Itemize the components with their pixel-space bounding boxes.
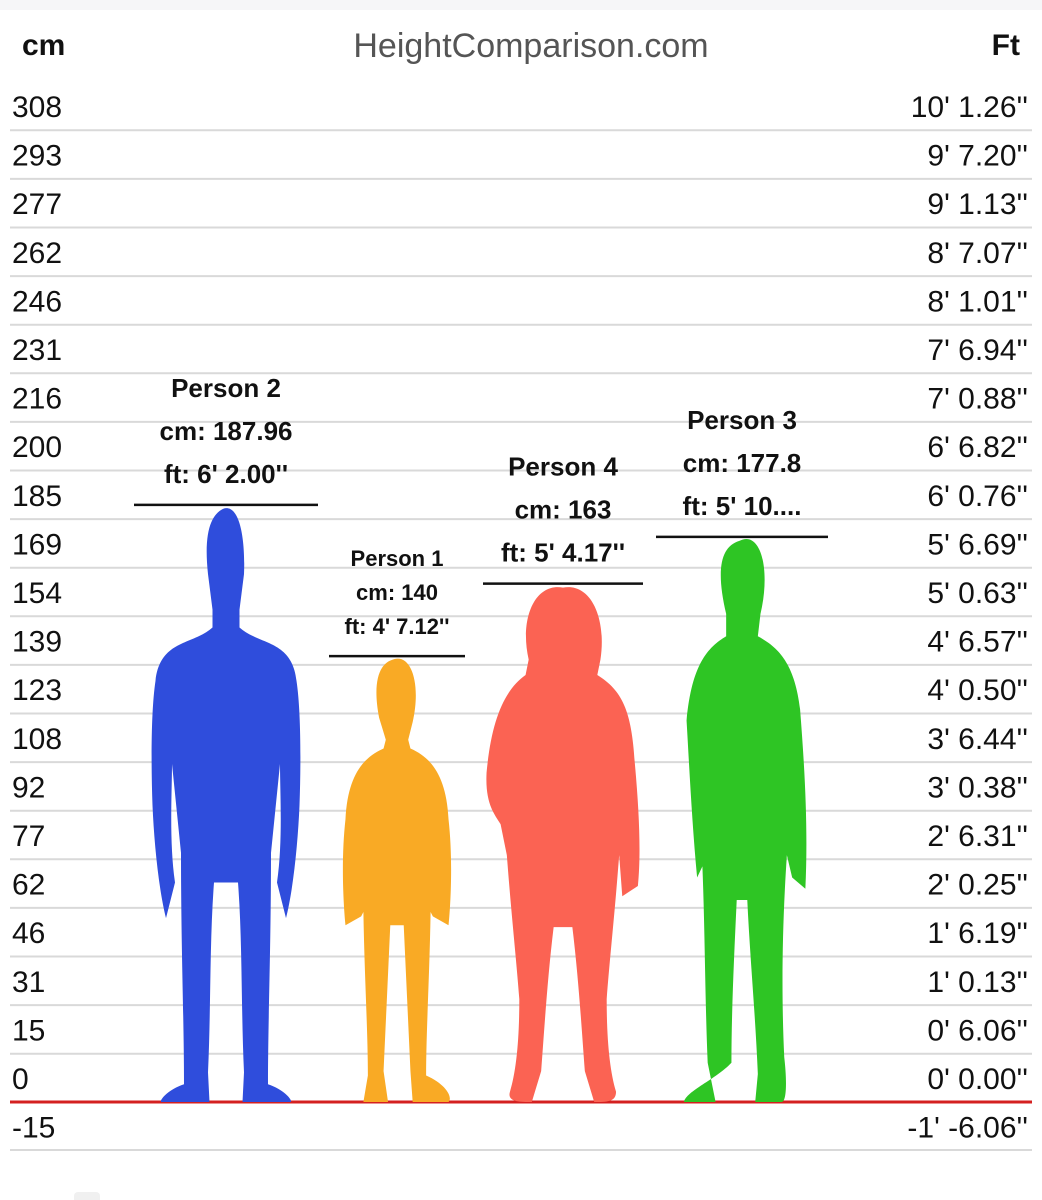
ft-tick-label: 6' 6.82'': [927, 431, 1028, 464]
cm-tick-label: 277: [12, 188, 62, 221]
person-ft-label: ft: 5' 4.17'': [501, 538, 625, 568]
ft-tick-label: 4' 0.50'': [927, 674, 1028, 707]
cm-tick-label: 0: [12, 1063, 29, 1096]
cm-tick-label: 154: [12, 577, 62, 610]
top-band: [0, 0, 1042, 10]
cm-tick-label: 62: [12, 869, 45, 902]
ft-tick-label: 0' 0.00'': [927, 1063, 1028, 1096]
cm-tick-label: 293: [12, 140, 62, 173]
ft-tick-label: 5' 6.69'': [927, 528, 1028, 561]
person-cm-label: cm: 187.96: [160, 416, 293, 446]
ft-tick-label: 8' 1.01'': [927, 285, 1028, 318]
cm-tick-label: 92: [12, 771, 45, 804]
person-silhouette: [683, 538, 807, 1103]
person-cm-label: cm: 163: [515, 495, 612, 525]
ft-tick-label: 5' 0.63'': [927, 577, 1028, 610]
ft-tick-label: 1' 6.19'': [927, 917, 1028, 950]
cm-tick-label: 246: [12, 285, 62, 318]
cm-tick-label: 216: [12, 383, 62, 416]
cm-tick-label: 200: [12, 431, 62, 464]
ft-tick-label: 10' 1.26'': [911, 91, 1028, 124]
cm-tick-label: 77: [12, 820, 45, 853]
person-bar: [151, 508, 301, 1102]
cm-tick-label: 123: [12, 674, 62, 707]
ft-tick-label: 2' 6.31'': [927, 820, 1028, 853]
person-ft-label: ft: 5' 10....: [683, 491, 802, 521]
cm-tick-label: 231: [12, 334, 62, 367]
site-title: HeightComparison.com: [353, 27, 709, 65]
ft-tick-label: 7' 6.94'': [927, 334, 1028, 367]
person-name-label: Person 2: [171, 373, 281, 403]
ft-tick-label: 0' 6.06'': [927, 1014, 1028, 1047]
ft-axis-header: Ft: [991, 29, 1020, 62]
ft-tick-label: 3' 0.38'': [927, 771, 1028, 804]
cm-tick-label: 139: [12, 626, 62, 659]
ft-tick-label: 2' 0.25'': [927, 869, 1028, 902]
ft-tick-label: 6' 0.76'': [927, 480, 1028, 513]
cm-tick-label: 108: [12, 723, 62, 756]
cm-tick-label: 308: [12, 91, 62, 124]
scroll-hint: [74, 1192, 100, 1200]
ft-tick-label: 3' 6.44'': [927, 723, 1028, 756]
ft-tick-label: 8' 7.07'': [927, 237, 1028, 270]
cm-tick-label: -15: [12, 1112, 55, 1145]
cm-tick-label: 262: [12, 237, 62, 270]
cm-tick-label: 185: [12, 480, 62, 513]
person-name-label: Person 1: [351, 546, 444, 571]
person-silhouette: [486, 587, 640, 1102]
person-cm-label: cm: 140: [356, 580, 438, 605]
person-bar: [683, 538, 807, 1103]
person-cm-label: cm: 177.8: [683, 448, 802, 478]
person-name-label: Person 4: [508, 452, 618, 482]
ft-tick-label: 4' 6.57'': [927, 626, 1028, 659]
ft-tick-label: 9' 1.13'': [927, 188, 1028, 221]
cm-tick-label: 169: [12, 528, 62, 561]
person-silhouette: [342, 658, 452, 1102]
cm-tick-label: 46: [12, 917, 45, 950]
cm-axis-header: cm: [22, 29, 66, 62]
ft-tick-label: 9' 7.20'': [927, 140, 1028, 173]
ft-tick-label: -1' -6.06'': [907, 1112, 1028, 1145]
person-ft-label: ft: 4' 7.12'': [345, 614, 450, 639]
cm-tick-label: 15: [12, 1014, 45, 1047]
person-bar: [486, 587, 640, 1102]
person-bar: [342, 658, 452, 1102]
person-name-label: Person 3: [687, 405, 797, 435]
person-ft-label: ft: 6' 2.00'': [164, 459, 288, 489]
ft-tick-label: 7' 0.88'': [927, 383, 1028, 416]
person-silhouette: [151, 508, 301, 1102]
cm-tick-label: 31: [12, 966, 45, 999]
ft-tick-label: 1' 0.13'': [927, 966, 1028, 999]
